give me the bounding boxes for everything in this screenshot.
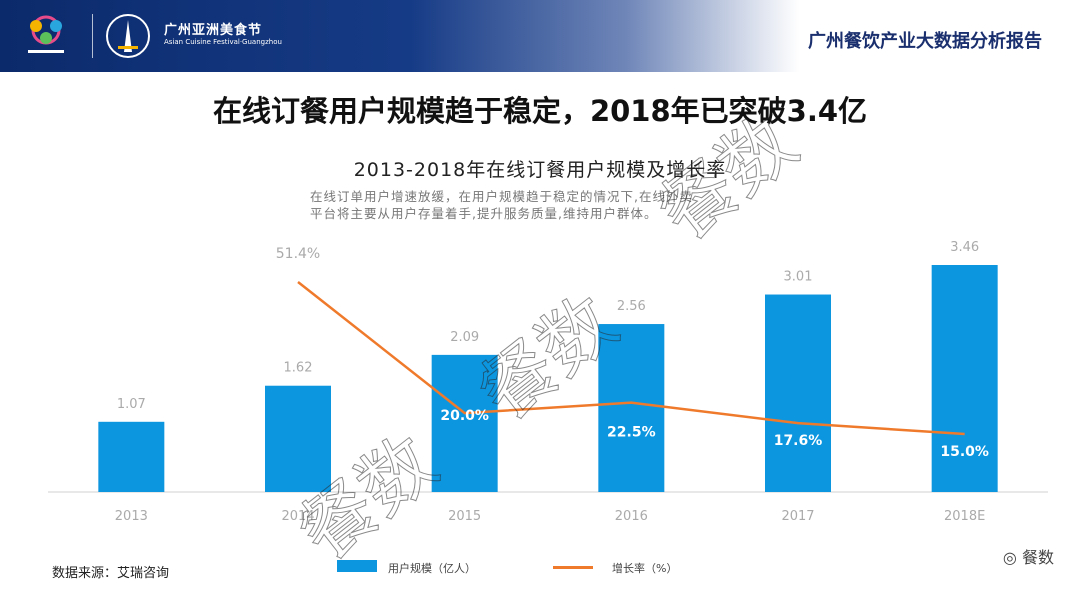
bar-label-2014: 1.62 [284, 361, 313, 376]
slide-title: 在线订餐用户规模趋于稳定，2018年已突破3.4亿 [212, 94, 868, 128]
x-tick-label-2013: 2013 [115, 509, 148, 524]
legend-bar-swatch [337, 560, 377, 572]
bar-2015 [431, 354, 498, 492]
growth-rate-line [297, 281, 965, 436]
growth-label-2016: 22.5% [607, 425, 656, 441]
festival-name-cn: 广州亚洲美食节 [164, 23, 263, 38]
canton-tower-logo-icon [106, 14, 150, 58]
wechat-account-name: 餐数 [1021, 548, 1054, 567]
growth-label-2017: 17.6% [774, 433, 823, 449]
x-tick-label-2015: 2015 [448, 509, 481, 524]
bar-label-2013: 1.07 [117, 397, 146, 412]
bar-label-2016: 2.56 [617, 299, 646, 314]
festival-name-en: Asian Cuisine Festival·Guangzhou [164, 38, 282, 46]
bar-label-2018E: 3.46 [950, 240, 979, 255]
wechat-icon: ◎ [1002, 548, 1017, 567]
x-tick-label-2017: 2017 [781, 509, 814, 524]
bar-label-2017: 3.01 [784, 270, 813, 285]
growth-label-2014: 51.4% [276, 246, 320, 262]
x-tick-label-2016: 2016 [615, 509, 648, 524]
report-title: 广州餐饮产业大数据分析报告 [808, 31, 1042, 52]
wechat-badge: ◎ 餐数 [1003, 544, 1054, 568]
chart-subtitle: 在线订单用户增速放缓，在用户规模趋于稳定的情况下,在线外卖 平台将主要从用户存量… [310, 188, 780, 222]
legend-bar-label: 用户规模（亿人） [388, 562, 476, 575]
bar-2014 [265, 385, 331, 492]
bar-2017 [765, 294, 831, 492]
bar-2018E [931, 265, 998, 492]
chart-title: 2013-2018年在线订餐用户规模及增长率 [353, 159, 727, 181]
growth-label-2015: 20.0% [440, 408, 489, 424]
chart-subtitle-line-2: 平台将主要从用户存量着手,提升服务质量,维持用户群体。 [310, 206, 658, 221]
bar-2013 [98, 421, 165, 492]
x-tick-label-2018E: 2018E [944, 509, 985, 524]
festival-logo-icon [28, 15, 64, 53]
bar-2016 [598, 324, 665, 492]
chart-subtitle-line-1: 在线订单用户增速放缓，在用户规模趋于稳定的情况下,在线外卖 [310, 189, 693, 204]
data-source: 数据来源：艾瑞咨询 [52, 566, 170, 581]
header-banner: 广州亚洲美食节 Asian Cuisine Festival·Guangzhou… [0, 0, 1080, 72]
growth-label-2018E: 15.0% [940, 444, 989, 460]
legend-line-swatch [553, 566, 593, 569]
logo-divider [92, 14, 93, 58]
bar-label-2015: 2.09 [450, 330, 479, 345]
legend-line-label: 增长率（%） [612, 562, 678, 575]
x-tick-label-2014: 2014 [281, 509, 314, 524]
